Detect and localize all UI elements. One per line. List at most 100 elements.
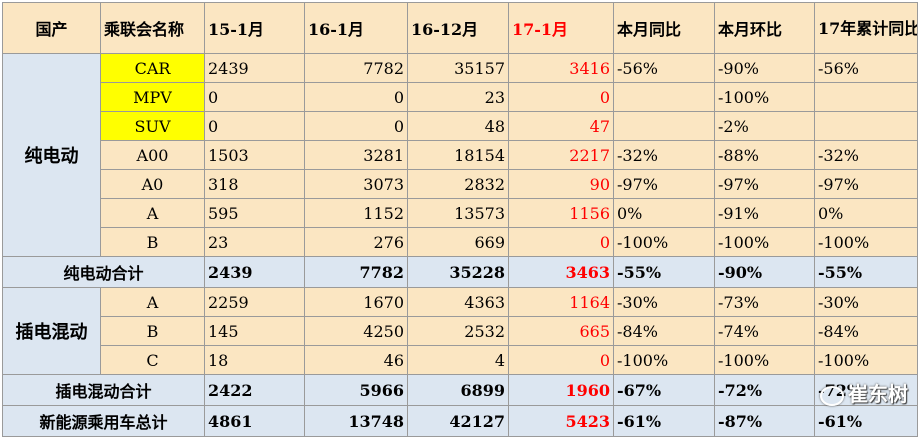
table-row: MPV 0 0 23 0 -100%: [3, 82, 918, 112]
total-cell: -55%: [814, 256, 918, 288]
total-cell: 2439: [204, 256, 305, 288]
total-cell: 42127: [407, 405, 509, 437]
value-cell-current: 1156: [508, 198, 614, 228]
value-cell: 0: [204, 82, 305, 112]
total-cell: -61%: [613, 405, 715, 437]
group-label: 纯电动: [2, 53, 101, 257]
header-cell: 乘联会名称: [100, 2, 205, 54]
cumulative-cell: -100%: [814, 227, 918, 257]
value-cell: 18154: [407, 140, 509, 170]
total-label: 纯电动合计: [2, 256, 205, 288]
value-cell: 1503: [204, 140, 305, 170]
table-row: B 23 276 669 0 -100% -100% -100%: [3, 227, 918, 257]
value-cell: 3073: [304, 169, 408, 199]
mom-cell: -91%: [714, 198, 815, 228]
total-cell: -72%: [714, 374, 815, 406]
table-row: A00 1503 3281 18154 2217 -32% -88% -32%: [3, 140, 918, 170]
segment-name: A: [100, 198, 205, 228]
value-cell: 7782: [304, 53, 408, 83]
total-cell: 13748: [304, 405, 408, 437]
yoy-cell: -100%: [613, 345, 715, 375]
mom-cell: -100%: [714, 227, 815, 257]
value-cell: 0: [204, 111, 305, 141]
value-cell: 18: [204, 345, 305, 375]
segment-name: B: [100, 227, 205, 257]
header-cell: 17年累计同比: [814, 2, 918, 54]
header-cell: 本月同比: [613, 2, 715, 54]
mom-cell: -88%: [714, 140, 815, 170]
value-cell: 2532: [407, 316, 509, 346]
value-cell: 595: [204, 198, 305, 228]
segment-name: CAR: [100, 53, 205, 83]
segment-name: A00: [100, 140, 205, 170]
value-cell: 4363: [407, 287, 509, 317]
total-label: 新能源乘用车总计: [2, 405, 205, 437]
group-label: 插电混动: [2, 287, 101, 375]
mom-cell: -2%: [714, 111, 815, 141]
mom-cell: -100%: [714, 82, 815, 112]
yoy-cell: -97%: [613, 169, 715, 199]
value-cell-current: 2217: [508, 140, 614, 170]
value-cell: 276: [304, 227, 408, 257]
value-cell: 145: [204, 316, 305, 346]
value-cell: 48: [407, 111, 509, 141]
value-cell-current: 0: [508, 82, 614, 112]
total-cell: 7782: [304, 256, 408, 288]
header-cell-current-month: 17-1月: [508, 2, 614, 54]
total-cell: 6899: [407, 374, 509, 406]
segment-name: A0: [100, 169, 205, 199]
yoy-cell: [613, 111, 715, 141]
mom-cell: -74%: [714, 316, 815, 346]
cumulative-cell: [814, 82, 918, 112]
mom-cell: -97%: [714, 169, 815, 199]
table-row: A 595 1152 13573 1156 0% -91% 0%: [3, 198, 918, 228]
segment-name: SUV: [100, 111, 205, 141]
value-cell: 318: [204, 169, 305, 199]
value-cell: 23: [407, 82, 509, 112]
value-cell: 13573: [407, 198, 509, 228]
value-cell: 1670: [304, 287, 408, 317]
value-cell-current: 47: [508, 111, 614, 141]
header-cell: 15-1月: [204, 2, 305, 54]
value-cell: 23: [204, 227, 305, 257]
total-cell: 35228: [407, 256, 509, 288]
table-row: C 18 46 4 0 -100% -100% -100%: [3, 345, 918, 375]
total-cell: -67%: [613, 374, 715, 406]
value-cell-current: 3416: [508, 53, 614, 83]
total-label: 插电混动合计: [2, 374, 205, 406]
header-cell: 16-12月: [407, 2, 509, 54]
value-cell-current: 1164: [508, 287, 614, 317]
watermark: 崔东树: [820, 378, 908, 407]
value-cell: 35157: [407, 53, 509, 83]
cumulative-cell: -84%: [814, 316, 918, 346]
value-cell: 4: [407, 345, 509, 375]
header-cell: 16-1月: [304, 2, 408, 54]
yoy-cell: -100%: [613, 227, 715, 257]
cumulative-cell: [814, 111, 918, 141]
header-cell: 本月环比: [714, 2, 815, 54]
cumulative-cell: -97%: [814, 169, 918, 199]
yoy-cell: -32%: [613, 140, 715, 170]
total-cell: -90%: [714, 256, 815, 288]
total-cell-current: 1960: [508, 374, 614, 406]
phev-section: 插电混动 A 2259 1670 4363 1164 -30% -73% -30% B 145 425…: [2, 287, 918, 375]
mom-cell: -100%: [714, 345, 815, 375]
table-row: 纯电动 CAR 2439 7782 35157 3416 -56% -90% -56%: [2, 53, 918, 257]
watermark-text: 崔东树: [848, 382, 908, 406]
total-cell: -61%: [814, 405, 918, 437]
value-cell: 2439: [204, 53, 305, 83]
segment-name: C: [100, 345, 205, 375]
value-cell: 669: [407, 227, 509, 257]
table-row: A0 318 3073 2832 90 -97% -97% -97%: [3, 169, 918, 199]
value-cell-current: 665: [508, 316, 614, 346]
value-cell: 2832: [407, 169, 509, 199]
segment-name: MPV: [100, 82, 205, 112]
value-cell: 4250: [304, 316, 408, 346]
value-cell: 46: [304, 345, 408, 375]
bev-section: 纯电动 CAR 2439 7782 35157 3416 -56% -90% -56% MPV 0 0…: [2, 53, 918, 257]
total-cell: -55%: [613, 256, 715, 288]
cumulative-cell: -100%: [814, 345, 918, 375]
yoy-cell: -84%: [613, 316, 715, 346]
yoy-cell: [613, 82, 715, 112]
mom-cell: -73%: [714, 287, 815, 317]
